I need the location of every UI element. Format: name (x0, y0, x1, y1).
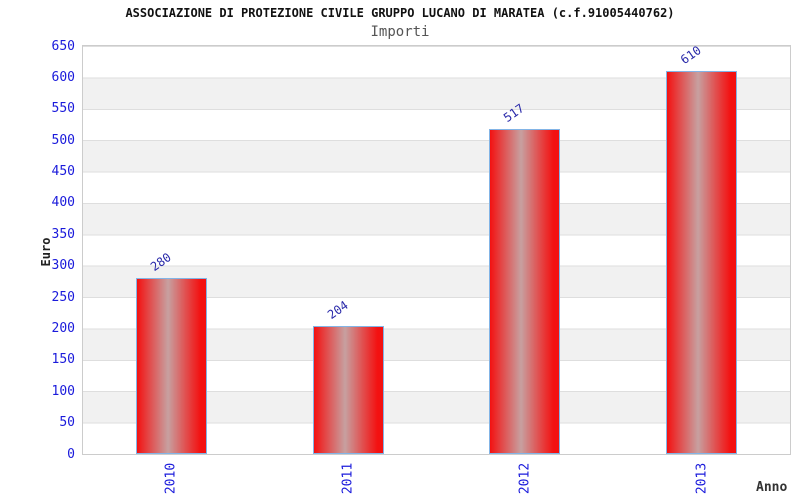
x-axis-title: Anno (756, 480, 788, 495)
y-tick-label: 400 (51, 195, 75, 211)
bar-value-label: 517 (501, 101, 528, 126)
chart-title: ASSOCIAZIONE DI PROTEZIONE CIVILE GRUPPO… (125, 6, 675, 20)
y-tick-label: 150 (51, 352, 75, 368)
plot-area: 280 204 517 610 (82, 43, 791, 455)
chart-subtitle: Importi (370, 24, 430, 40)
y-tick-label: 250 (51, 289, 75, 305)
y-tick-label: 650 (51, 38, 75, 54)
bar-2012 (489, 129, 561, 454)
bar-2010 (135, 278, 207, 454)
y-tick-label: 100 (51, 383, 75, 399)
y-tick-label: 450 (51, 164, 75, 180)
bar-2013 (666, 71, 738, 454)
y-tick-label: 550 (51, 101, 75, 117)
bar-value-label: 610 (678, 43, 704, 68)
x-tick-label: 2010 (163, 462, 179, 495)
y-tick-label: 200 (51, 320, 75, 336)
y-tick-label: 0 (67, 446, 75, 462)
y-tick-label: 500 (51, 132, 75, 148)
y-tick-label: 600 (51, 69, 75, 85)
x-tick-label: 2011 (340, 462, 356, 495)
bar-value-label: 204 (324, 298, 351, 322)
y-tick-label: 50 (59, 415, 75, 431)
x-tick-label: 2012 (517, 462, 533, 495)
x-tick-label: 2013 (694, 462, 710, 495)
y-tick-label: 300 (51, 258, 75, 274)
bar-value-label: 280 (147, 250, 174, 275)
y-axis-title: Euro (39, 237, 53, 267)
y-tick-label: 350 (51, 226, 75, 242)
bar-2011 (312, 325, 384, 454)
